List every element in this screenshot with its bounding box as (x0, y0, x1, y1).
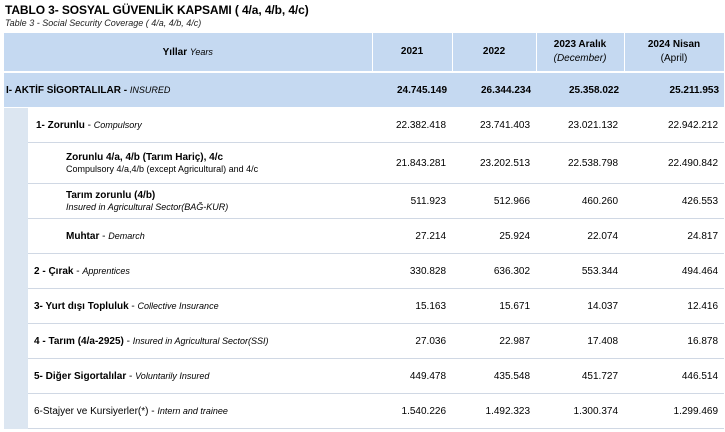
table-subtitle: Table 3 - Social Security Coverage ( 4/a… (5, 18, 202, 28)
table-row-apprentices: 2 - Çırak - Apprentices 330.828 636.302 … (4, 253, 725, 289)
table-title: TABLO 3- SOSYAL GÜVENLİK KAPSAMI ( 4/a, … (5, 3, 309, 17)
header-year-2024: 2024 Nisan (April) (624, 33, 725, 73)
table-row-agricultural-4b: Tarım zorunlu (4/b) Insured in Agricultu… (4, 183, 725, 219)
header-year-2023: 2023 Aralık (December) (536, 33, 625, 73)
header-year-2021: 2021 (372, 33, 453, 73)
table-row-agricultural-ssi: 4 - Tarım (4/a-2925) - Insured in Agricu… (4, 323, 725, 359)
table-row-compulsory-4a4b4c: Zorunlu 4/a, 4/b (Tarım Hariç), 4/c Comp… (4, 142, 725, 184)
header-years-label: Yıllar Years (4, 33, 373, 73)
coverage-table: Yıllar Years 2021 2022 2023 Aralık (Decem… (4, 33, 725, 429)
table-row-intern: 6-Stajyer ve Kursiyerler(*) - Intern and… (4, 393, 725, 429)
table-row-collective: 3- Yurt dışı Topluluk - Collective Insur… (4, 288, 725, 324)
header-year-2022: 2022 (452, 33, 537, 73)
table-header-row: Yıllar Years 2021 2022 2023 Aralık (Decem… (4, 33, 725, 73)
table-row-compulsory: 1- Zorunlu - Compulsory 22.382.418 23.74… (4, 107, 725, 143)
table-row-insured: I- AKTİF SİGORTALILAR - INSURED 24.745.1… (4, 72, 725, 108)
table-row-voluntary: 5- Diğer Sigortalılar - Voluntarily Insu… (4, 358, 725, 394)
table-row-demarch: Muhtar - Demarch 27.214 25.924 22.074 24… (4, 218, 725, 254)
